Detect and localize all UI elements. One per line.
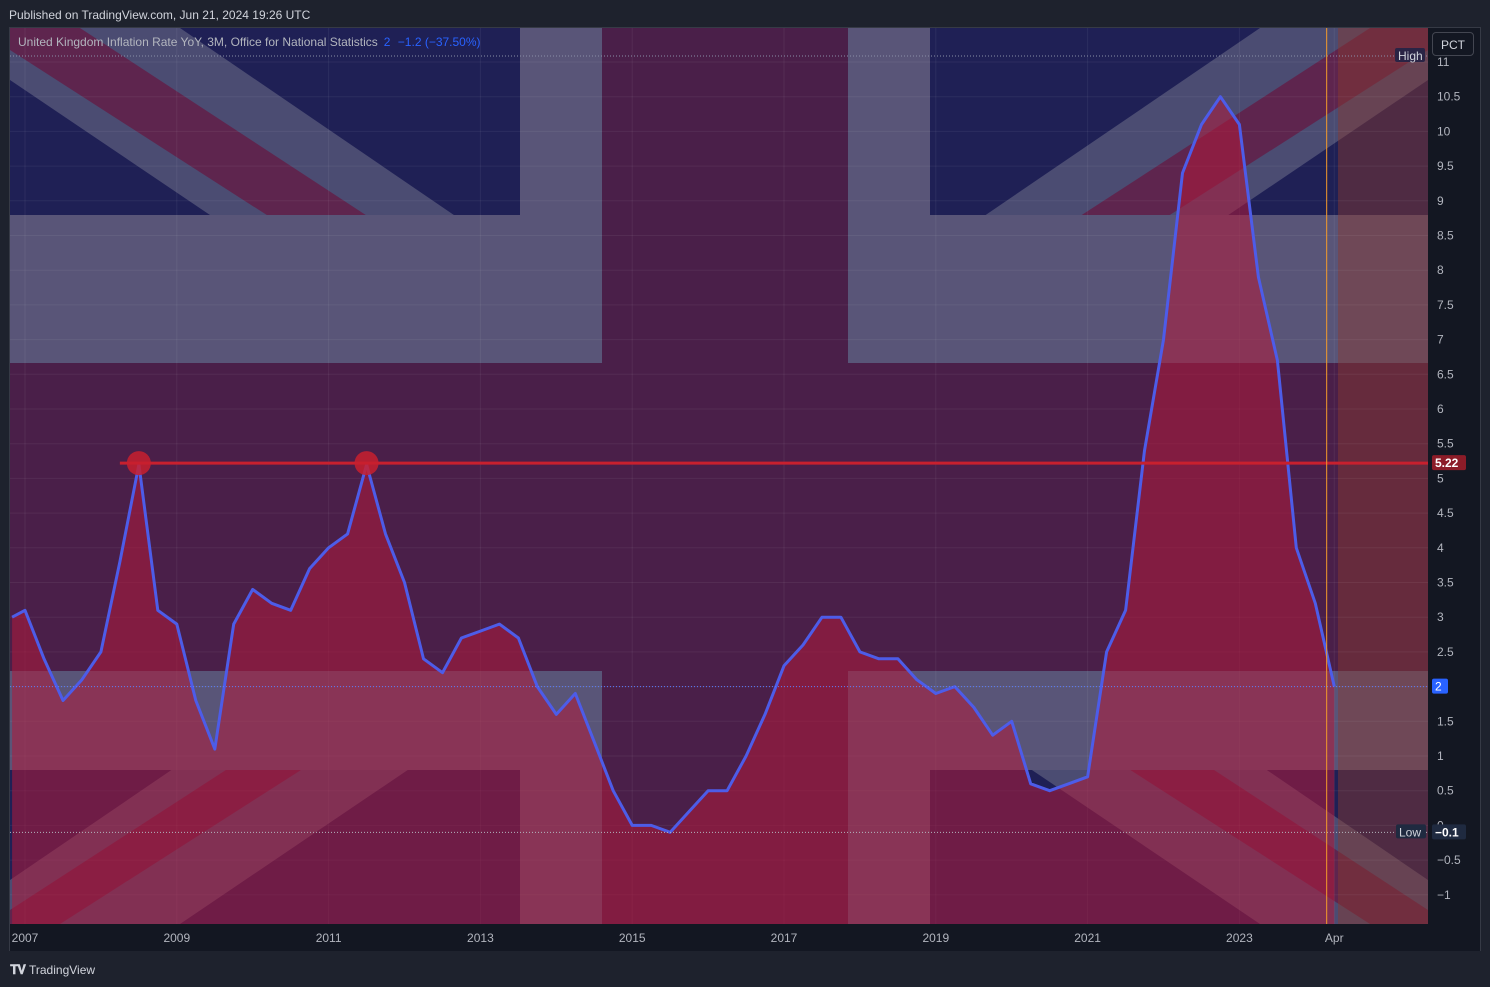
y-tick-labels: 1110.5109.598.587.576.565.554.543.532.52… xyxy=(1437,55,1461,902)
y-tick-label: 3.5 xyxy=(1437,576,1454,590)
legend-change: −1.2 (−37.50%) xyxy=(397,35,481,49)
last-value-badge: 2 xyxy=(1432,678,1448,694)
scale-mode-button[interactable]: PCT xyxy=(1432,32,1474,56)
y-tick-label: 1 xyxy=(1437,749,1444,763)
y-tick-label: 6.5 xyxy=(1437,367,1454,381)
x-tick-label: 2023 xyxy=(1226,931,1253,945)
brand-name: TradingView xyxy=(29,963,96,977)
low-label: Low xyxy=(1399,825,1421,839)
y-tick-label: 8.5 xyxy=(1437,229,1454,243)
x-tick-label: 2019 xyxy=(922,931,949,945)
high-badge: High xyxy=(1395,48,1425,63)
y-tick-label: 4.5 xyxy=(1437,506,1454,520)
tv-logo-icon: 𝐓𝐕 xyxy=(10,962,26,977)
price-axis[interactable] xyxy=(1428,28,1478,924)
y-tick-label: 1.5 xyxy=(1437,714,1454,728)
y-tick-label: 0.5 xyxy=(1437,784,1454,798)
x-tick-label: 2021 xyxy=(1074,931,1101,945)
level-marker[interactable] xyxy=(354,451,379,476)
published-text: Published on TradingView.com, Jun 21, 20… xyxy=(9,8,311,22)
y-tick-label: 10.5 xyxy=(1437,90,1461,104)
y-tick-label: 6 xyxy=(1437,402,1444,416)
legend-last-value: 2 xyxy=(383,35,391,49)
y-tick-label: 3 xyxy=(1437,610,1444,624)
x-tick-label: 2011 xyxy=(316,931,342,945)
last-value-label: 2 xyxy=(1435,680,1442,694)
low-badge: Low −0.1 xyxy=(1396,824,1466,840)
x-tick-label: 2015 xyxy=(619,931,646,945)
x-tick-labels: 2007 2009 2011 2013 2015 2017 2019 2021 2023 Apr xyxy=(12,931,1344,945)
x-tick-label: Apr xyxy=(1325,931,1344,945)
tradingview-logo[interactable]: 𝐓𝐕 TradingView xyxy=(10,962,95,978)
series-legend[interactable]: United Kingdom Inflation Rate YoY, 3M, O… xyxy=(18,35,481,49)
y-tick-label: 4 xyxy=(1437,541,1444,555)
y-tick-label: 5.5 xyxy=(1437,437,1454,451)
x-tick-label: 2017 xyxy=(771,931,798,945)
x-tick-label: 2007 xyxy=(12,931,39,945)
level-value-label: 5.22 xyxy=(1435,456,1459,470)
y-tick-label: 2.5 xyxy=(1437,645,1454,659)
publish-bar: Published on TradingView.com, Jun 21, 20… xyxy=(0,0,1490,28)
x-tick-label: 2009 xyxy=(163,931,190,945)
low-value-label: −0.1 xyxy=(1435,825,1459,839)
y-tick-label: 9 xyxy=(1437,194,1444,208)
x-tick-label: 2013 xyxy=(467,931,494,945)
y-tick-label: 7 xyxy=(1437,333,1444,347)
y-tick-label: −0.5 xyxy=(1437,853,1461,867)
y-tick-label: 11 xyxy=(1437,55,1450,69)
level-marker[interactable] xyxy=(126,451,151,476)
future-region xyxy=(1338,28,1428,924)
series-area xyxy=(12,96,1335,924)
footer-bar xyxy=(0,951,1490,987)
time-axis[interactable] xyxy=(10,924,1428,950)
y-tick-label: 8 xyxy=(1437,263,1444,277)
y-tick-label: 7.5 xyxy=(1437,298,1454,312)
y-tick-label: 9.5 xyxy=(1437,159,1454,173)
legend-title: United Kingdom Inflation Rate YoY, 3M, O… xyxy=(18,35,378,49)
level-badge: 5.22 xyxy=(1432,455,1466,471)
high-label: High xyxy=(1398,49,1423,63)
y-tick-label: 5 xyxy=(1437,471,1444,485)
y-tick-label: 10 xyxy=(1437,124,1451,138)
y-tick-label: −1 xyxy=(1437,888,1451,902)
